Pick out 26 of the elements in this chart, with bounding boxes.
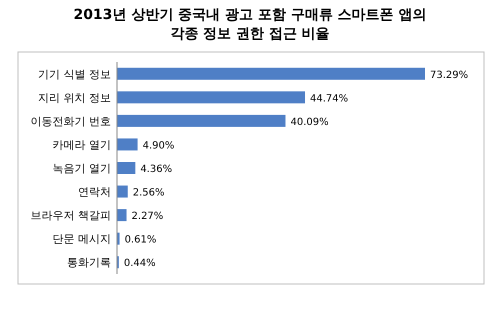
data-label: 2.56%: [132, 188, 165, 199]
y-tick-label: 브라우저 책갈피: [30, 209, 111, 222]
data-label: 0.44%: [124, 258, 156, 270]
bar: [117, 68, 425, 80]
bar: [117, 138, 138, 150]
data-label: 4.36%: [140, 164, 172, 175]
y-tick-label: 연락처: [78, 186, 111, 199]
y-tick-label: 이동전화기 번호: [30, 114, 111, 128]
data-label: 0.61%: [124, 234, 156, 246]
data-label: 2.27%: [132, 211, 164, 222]
chart-title: 2013년 상반기 중국내 광고 포함 구매류 스마트폰 앱의 각종 정보 권한 접근 비율: [73, 7, 427, 42]
y-tick-label: 단문 메시지: [52, 232, 111, 246]
y-tick-label: 기기 식별 정보: [38, 68, 111, 81]
y-tick-label: 카메라 열기: [52, 138, 111, 152]
bar: [117, 186, 128, 198]
data-label: 44.74%: [310, 93, 348, 104]
y-tick-label: 지리 위치 정보: [38, 91, 111, 104]
data-label: 4.90%: [142, 140, 174, 152]
bar: [117, 162, 136, 174]
y-tick-label: 녹음기 열기: [52, 162, 111, 175]
bar: [117, 91, 306, 104]
bar: [117, 114, 286, 127]
data-label: 40.09%: [290, 116, 329, 128]
data-label: 73.29%: [430, 70, 468, 81]
y-tick-label: 통화기록: [67, 256, 111, 270]
bar: [117, 209, 127, 222]
